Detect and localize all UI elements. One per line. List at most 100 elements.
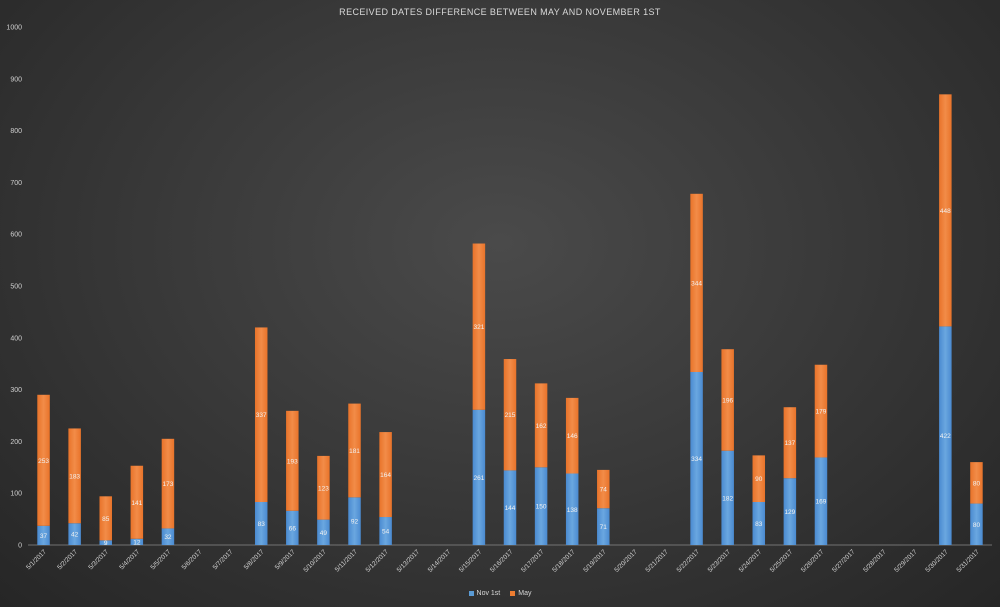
data-label: 179: [816, 409, 827, 416]
legend-swatch-nov: [468, 591, 474, 596]
data-label: 71: [600, 524, 608, 531]
data-label: 150: [536, 504, 547, 511]
x-tick-label: 5/5/2017: [150, 548, 173, 571]
data-label: 144: [505, 505, 516, 512]
x-tick-label: 5/27/2017: [831, 548, 857, 574]
data-label: 181: [349, 448, 360, 455]
x-tick-label: 5/8/2017: [243, 548, 266, 571]
x-tick-label: 5/4/2017: [118, 548, 141, 571]
bar-may: [534, 383, 548, 468]
x-tick-label: 5/9/2017: [274, 548, 297, 571]
x-tick-label: 5/28/2017: [862, 548, 888, 574]
data-label: 334: [691, 456, 702, 463]
data-label: 37: [40, 533, 48, 540]
data-label: 196: [722, 397, 733, 404]
bar-may: [348, 403, 361, 498]
data-label: 137: [784, 440, 795, 447]
x-tick-label: 5/31/2017: [955, 548, 981, 574]
data-label: 162: [536, 423, 547, 430]
x-tick-label: 5/25/2017: [769, 548, 795, 574]
data-label: 129: [784, 509, 795, 516]
x-tick-label: 5/26/2017: [800, 548, 826, 574]
bar-may: [37, 394, 50, 526]
bar-nov-1st: [752, 502, 766, 545]
data-label: 141: [131, 500, 142, 507]
bar-nov-1st: [348, 497, 361, 545]
bar-may: [503, 359, 517, 471]
x-tick-label: 5/23/2017: [707, 548, 733, 574]
data-label: 9: [104, 540, 108, 547]
data-label: 215: [505, 412, 516, 419]
data-label: 80: [973, 522, 981, 529]
y-tick-label: 500: [10, 284, 22, 291]
data-label: 32: [164, 534, 172, 541]
bar-nov-1st: [161, 528, 175, 545]
legend-item-nov: Nov 1st: [468, 590, 501, 597]
data-label: 92: [351, 519, 359, 526]
data-label: 261: [473, 475, 484, 482]
bar-nov-1st: [814, 457, 828, 545]
legend-item-may: May: [510, 590, 531, 597]
x-tick-label: 5/6/2017: [181, 548, 204, 571]
bar-may: [68, 428, 81, 524]
data-label: 337: [256, 412, 267, 419]
x-tick-label: 5/20/2017: [613, 548, 639, 574]
bar-may: [286, 410, 299, 511]
data-label: 193: [287, 458, 298, 465]
x-tick-label: 5/12/2017: [365, 548, 391, 574]
bar-nov-1st: [690, 371, 703, 545]
bar-may: [130, 465, 144, 539]
y-tick-label: 100: [10, 491, 22, 498]
x-tick-label: 5/17/2017: [520, 548, 546, 574]
data-label: 253: [38, 458, 49, 465]
y-tick-label: 1000: [6, 25, 22, 32]
bar-may: [814, 364, 828, 458]
x-tick-label: 5/2/2017: [56, 548, 79, 571]
y-tick-label: 200: [10, 439, 22, 446]
data-label: 138: [567, 507, 578, 514]
bar-nov-1st: [37, 525, 50, 545]
data-label: 146: [567, 433, 578, 440]
legend-label-nov: Nov 1st: [476, 590, 501, 597]
bar-nov-1st: [68, 523, 81, 545]
bar-nov-1st: [721, 450, 734, 545]
x-tick-label: 5/10/2017: [302, 548, 328, 574]
data-label: 182: [722, 495, 733, 502]
bar-may: [752, 455, 766, 503]
bar-nov-1st: [534, 467, 548, 545]
bar-nov-1st: [286, 510, 299, 545]
data-label: 123: [318, 485, 329, 492]
bar-nov-1st: [317, 519, 330, 545]
data-label: 448: [940, 208, 951, 215]
data-label: 66: [289, 525, 297, 532]
data-label: 422: [940, 433, 951, 440]
y-tick-label: 400: [10, 335, 22, 342]
bar-may: [99, 496, 112, 541]
x-tick-label: 5/29/2017: [893, 548, 919, 574]
data-label: 90: [755, 476, 763, 483]
y-tick-label: 700: [10, 180, 22, 187]
y-tick-label: 300: [10, 387, 22, 394]
data-label: 54: [382, 529, 390, 536]
bar-may: [783, 407, 797, 479]
data-label: 321: [473, 324, 484, 331]
x-tick-label: 5/19/2017: [582, 548, 608, 574]
bar-may: [721, 349, 734, 451]
data-label: 83: [258, 521, 266, 528]
x-tick-label: 5/15/2017: [458, 548, 484, 574]
x-tick-label: 5/16/2017: [489, 548, 515, 574]
legend-label-may: May: [518, 590, 532, 597]
x-tick-label: 5/21/2017: [644, 548, 670, 574]
bar-nov-1st: [597, 508, 610, 545]
data-label: 42: [71, 532, 79, 539]
y-tick-label: 900: [10, 76, 22, 83]
data-label: 85: [102, 516, 110, 523]
data-label: 164: [380, 472, 391, 479]
y-tick-label: 0: [18, 543, 22, 550]
bar-may: [161, 438, 175, 529]
bar-may: [939, 94, 952, 327]
data-label: 169: [816, 499, 827, 506]
bar-may: [565, 397, 579, 474]
x-tick-label: 5/18/2017: [551, 548, 577, 574]
